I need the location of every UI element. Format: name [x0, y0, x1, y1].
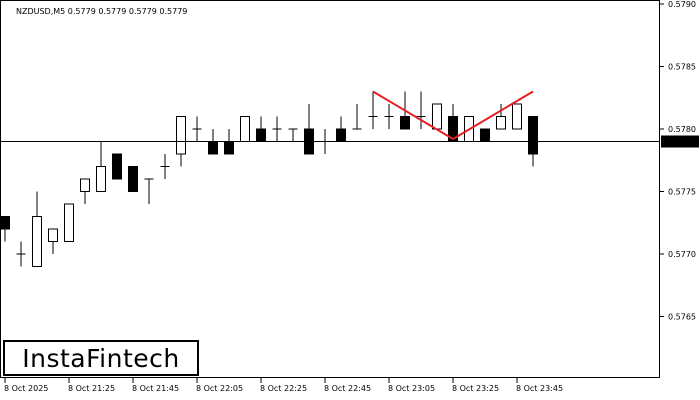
candle — [272, 116, 282, 142]
candle — [288, 128, 298, 142]
y-axis: 0.5790 0.5785 0.5780 0.5775 0.5770 0.5765 — [660, 0, 696, 322]
candle — [96, 141, 106, 192]
candle — [160, 154, 170, 179]
y-tick-label: 0.5765 — [668, 313, 696, 322]
candle — [512, 103, 522, 130]
candle-body — [528, 116, 538, 155]
candle — [352, 104, 362, 130]
y-tick-label: 0.5770 — [668, 250, 696, 259]
candle — [432, 103, 442, 130]
x-tick-label: 8 Oct 23:45 — [516, 384, 563, 393]
candle-body — [512, 103, 522, 130]
candle — [48, 228, 58, 254]
candle — [32, 191, 42, 267]
candle — [240, 116, 250, 142]
candle-body — [0, 216, 10, 230]
x-tick-label: 8 Oct 23:25 — [452, 384, 499, 393]
candle — [384, 104, 394, 129]
candle — [112, 153, 122, 180]
candle-body — [176, 116, 186, 155]
x-tick-label: 8 Oct 22:45 — [324, 384, 371, 393]
current-price-label: 0.5779 — [667, 138, 695, 147]
candle — [0, 216, 10, 242]
candle-body — [336, 128, 346, 142]
candle — [80, 178, 90, 204]
candle — [416, 91, 426, 129]
y-tick-label: 0.5780 — [668, 125, 696, 134]
candle — [128, 166, 138, 192]
candle-body — [64, 203, 74, 242]
candle-body — [240, 116, 250, 142]
x-tick-label: 8 Oct 22:25 — [260, 384, 307, 393]
candle — [144, 178, 154, 204]
x-tick-label: 8 Oct 2025 — [4, 384, 48, 393]
candle-body — [256, 128, 266, 142]
candle-body — [32, 216, 42, 267]
candle-body — [208, 141, 218, 155]
chart-title: NZDUSD,M5 0.5779 0.5779 0.5779 0.5779 — [16, 7, 187, 16]
candle-body — [112, 153, 122, 180]
candle-body — [496, 116, 506, 130]
current-price-badge-bg — [661, 135, 699, 148]
candle — [192, 116, 202, 142]
x-tick-label: 8 Oct 21:45 — [132, 384, 179, 393]
pattern-polyline — [372, 90, 534, 141]
y-tick-label: 0.5785 — [668, 63, 696, 72]
candle — [496, 104, 506, 130]
candle-body — [80, 178, 90, 192]
pattern-line — [372, 90, 534, 141]
logo-text: InstaFintech — [22, 343, 180, 373]
x-axis: 8 Oct 2025 8 Oct 21:25 8 Oct 21:45 8 Oct 22… — [4, 378, 563, 393]
candle — [64, 203, 74, 242]
current-price-badge: 0.5779 — [661, 135, 699, 148]
candle-body — [96, 166, 106, 192]
candle-body — [128, 166, 138, 192]
candle-body — [432, 103, 442, 130]
candle-body — [224, 141, 234, 155]
candle-body — [400, 116, 410, 130]
instafintech-logo: InstaFintech — [3, 340, 199, 376]
y-tick-label: 0.5775 — [668, 188, 696, 197]
candle-body — [48, 228, 58, 242]
x-tick-label: 8 Oct 21:25 — [68, 384, 115, 393]
x-tick-label: 8 Oct 23:05 — [388, 384, 435, 393]
x-tick-label: 8 Oct 22:05 — [196, 384, 243, 393]
candle — [368, 91, 378, 129]
y-tick-label: 0.5790 — [668, 0, 696, 9]
plot-area — [0, 0, 660, 378]
candle-body — [480, 128, 490, 142]
candle — [16, 241, 26, 267]
candle — [480, 128, 490, 142]
